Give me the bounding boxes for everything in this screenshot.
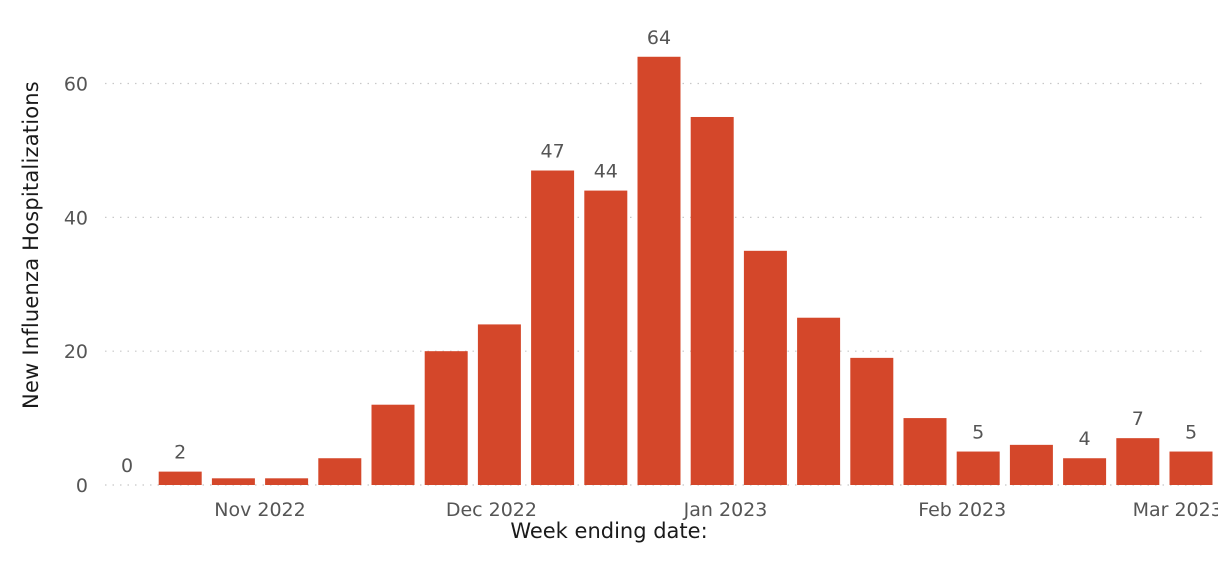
bar — [1063, 458, 1107, 485]
x-tick-label: Jan 2023 — [683, 499, 768, 521]
bar — [850, 357, 894, 485]
bar — [371, 404, 415, 485]
bar — [1169, 451, 1213, 485]
y-axis-title: New Influenza Hospitalizations — [19, 81, 43, 409]
data-label: 4 — [1079, 428, 1091, 450]
bar — [690, 116, 734, 485]
bar — [1009, 444, 1053, 485]
y-tick-label: 0 — [76, 475, 88, 497]
y-tick-label: 60 — [64, 74, 88, 96]
data-label: 47 — [541, 141, 565, 163]
y-tick-label: 20 — [64, 341, 88, 363]
bar — [211, 478, 255, 485]
bar — [797, 317, 841, 485]
x-tick-label: Feb 2023 — [918, 499, 1006, 521]
bar — [318, 458, 362, 485]
x-tick-label: Nov 2022 — [214, 499, 305, 521]
bar — [743, 250, 787, 485]
data-label: 5 — [972, 422, 984, 444]
data-label: 7 — [1132, 408, 1144, 430]
data-label: 2 — [174, 442, 186, 464]
data-label: 0 — [121, 455, 133, 477]
bar — [424, 351, 468, 485]
data-label: 5 — [1185, 422, 1197, 444]
bar — [158, 471, 202, 485]
y-tick-label: 40 — [64, 207, 88, 229]
x-axis-title: Week ending date: — [510, 519, 708, 543]
bar — [1116, 438, 1160, 485]
x-tick-label: Dec 2022 — [446, 499, 537, 521]
bar — [637, 56, 681, 485]
bar — [903, 418, 947, 485]
bar — [531, 170, 575, 485]
bar — [584, 190, 628, 485]
bar — [265, 478, 309, 485]
bar — [477, 324, 521, 485]
data-label: 44 — [594, 161, 618, 183]
x-tick-label: Mar 2023 — [1133, 499, 1218, 521]
data-label: 64 — [647, 27, 671, 49]
bar — [956, 451, 1000, 485]
